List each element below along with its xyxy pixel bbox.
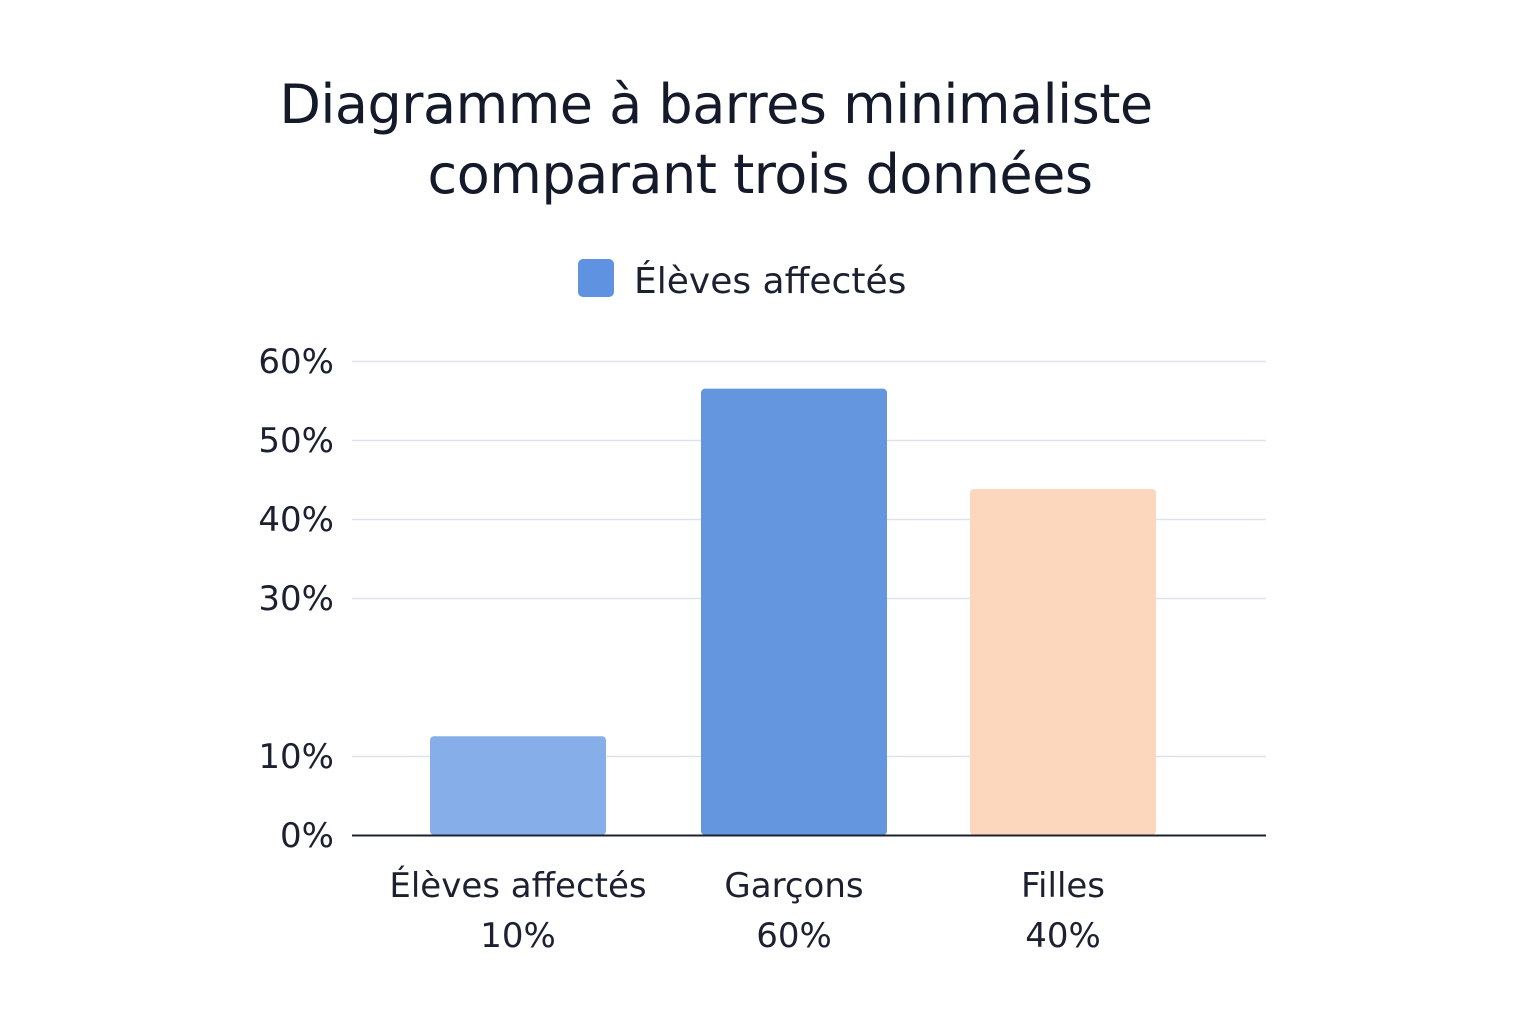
chart-title-line-2: comparant trois données — [427, 143, 1093, 206]
y-tick-label: 60% — [258, 342, 334, 382]
bar-2 — [701, 388, 887, 835]
legend-label: Élèves affectés — [634, 260, 906, 302]
y-axis-tick-labels: 60% 50% 40% 30% 10% 0% — [258, 342, 334, 856]
legend: Élèves affectés — [578, 259, 906, 302]
x-category-label: Garçons — [724, 866, 863, 906]
bar-1 — [430, 736, 606, 835]
bar-value-label: 60% — [756, 916, 832, 956]
bar-value-label: 40% — [1025, 916, 1101, 956]
x-category-label: Filles — [1021, 866, 1105, 906]
bars — [430, 388, 1156, 835]
y-tick-label: 10% — [258, 737, 334, 777]
bar-3 — [970, 488, 1156, 835]
x-axis-labels: Élèves affectés 10% Garçons 60% Filles 40% — [389, 865, 1105, 956]
y-tick-label: 30% — [258, 579, 334, 619]
chart-title-line-1: Diagramme à barres minimaliste — [279, 73, 1153, 136]
x-category-label: Élèves affectés — [389, 865, 646, 906]
bar-value-label: 10% — [480, 916, 556, 956]
y-tick-label: 40% — [258, 500, 334, 540]
legend-swatch — [578, 259, 614, 297]
y-tick-label: 50% — [258, 421, 334, 461]
y-tick-label: 0% — [280, 816, 334, 856]
